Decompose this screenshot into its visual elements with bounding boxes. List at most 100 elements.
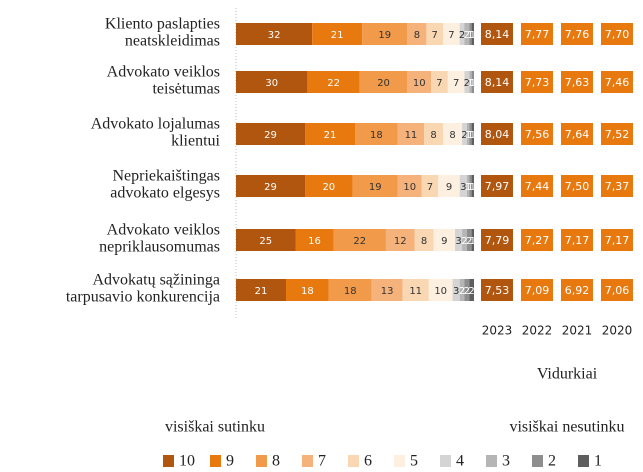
average-box — [601, 175, 633, 197]
bar-segment — [438, 175, 460, 197]
segment-label: 8 — [430, 130, 436, 141]
bar-segment — [359, 71, 408, 93]
average-box — [481, 175, 513, 197]
bar-segment — [466, 175, 470, 197]
segment-label: 16 — [308, 236, 321, 247]
average-label: 7,17 — [605, 234, 630, 247]
bar-segment — [462, 123, 467, 145]
bar-segment — [385, 229, 415, 251]
average-label: 7,06 — [605, 284, 630, 297]
bar-segment — [407, 71, 432, 93]
average-label: 7,63 — [565, 76, 590, 89]
bar-segment — [305, 175, 353, 197]
segment-label: 10 — [403, 182, 416, 193]
segment-label: 2 — [461, 130, 467, 141]
segment-label: 20 — [322, 182, 335, 193]
legend-swatch — [486, 455, 497, 467]
bar-segment — [464, 23, 470, 45]
average-label: 7,50 — [565, 180, 590, 193]
average-label: 7,46 — [605, 76, 630, 89]
average-label: 7,73 — [525, 76, 550, 89]
average-label: 7,53 — [485, 284, 510, 297]
bar-segment — [466, 229, 472, 251]
category-label: advokato elgesys — [110, 185, 220, 202]
category-label: neatskleidimas — [125, 33, 220, 50]
bar-segment — [459, 175, 467, 197]
legend-label: 6 — [364, 453, 372, 470]
average-box — [601, 71, 633, 93]
bar-segment — [471, 123, 474, 145]
category-label: Advokato veiklos — [107, 222, 220, 239]
average-label: 8,14 — [485, 76, 510, 89]
average-label: 8,14 — [485, 28, 510, 41]
category-label: Kliento paslapties — [105, 16, 220, 33]
bar-segment — [459, 279, 465, 301]
bar-segment — [352, 175, 398, 197]
segment-label: 13 — [381, 286, 394, 297]
bar-segment — [371, 279, 403, 301]
average-label: 7,44 — [525, 180, 550, 193]
segment-label: 12 — [394, 236, 407, 247]
year-label: 2023 — [482, 324, 513, 338]
legend-left: visiškai sutinku — [165, 419, 265, 436]
average-box — [481, 23, 513, 45]
segment-label: 7 — [448, 30, 454, 41]
bar-segment — [402, 279, 429, 301]
segment-label: 9 — [446, 182, 452, 193]
segment-label: 2 — [464, 30, 470, 41]
segment-label: 1 — [470, 182, 476, 193]
bar-segment — [362, 23, 408, 45]
bar-segment — [471, 175, 474, 197]
bar-segment — [464, 71, 470, 93]
segment-label: 3 — [455, 236, 461, 247]
bar-segment — [305, 123, 355, 145]
bar-segment — [236, 229, 296, 251]
year-label: 2022 — [522, 324, 553, 338]
segment-label: 18 — [301, 286, 314, 297]
segment-label: 7 — [427, 182, 433, 193]
average-box — [521, 71, 553, 93]
legend-right: visiškai nesutinku — [509, 419, 624, 436]
segment-label: 7 — [436, 78, 442, 89]
segment-label: 2 — [461, 236, 467, 247]
bar-segment — [443, 23, 460, 45]
category-label: tarpusavio konkurencija — [66, 289, 220, 306]
segment-label: 21 — [324, 130, 337, 141]
average-label: 7,77 — [525, 28, 550, 41]
legend-swatch — [256, 455, 267, 467]
average-label: 7,64 — [565, 128, 590, 141]
bar-segment — [428, 279, 453, 301]
bar-segment — [285, 279, 329, 301]
legend-label: 8 — [272, 453, 280, 470]
averages-title: Vidurkiai — [537, 366, 598, 383]
average-box — [561, 123, 593, 145]
segment-label: 2 — [464, 286, 470, 297]
year-label: 2021 — [562, 324, 593, 338]
bar-segment — [471, 229, 474, 251]
bar-segment — [236, 71, 308, 93]
segment-label: 18 — [344, 286, 357, 297]
bar-segment — [312, 23, 363, 45]
segment-label: 11 — [405, 130, 418, 141]
average-box — [601, 123, 633, 145]
segment-label: 9 — [441, 236, 447, 247]
segment-label: 10 — [434, 286, 447, 297]
bar-segment — [471, 23, 474, 45]
average-label: 7,70 — [605, 28, 630, 41]
average-label: 7,09 — [525, 284, 550, 297]
segment-label: 1 — [467, 182, 473, 193]
segment-label: 29 — [264, 182, 277, 193]
segment-label: 18 — [370, 130, 383, 141]
bar-segment — [433, 229, 455, 251]
bar-segment — [236, 175, 306, 197]
segment-label: 22 — [327, 78, 340, 89]
segment-label: 2 — [464, 78, 470, 89]
category-label: klientui — [171, 133, 220, 150]
bar-segment — [307, 71, 360, 93]
average-box — [561, 229, 593, 251]
bar-segment — [424, 123, 444, 145]
legend-swatch — [348, 455, 359, 467]
segment-label: 10 — [413, 78, 426, 89]
segment-label: 2 — [459, 30, 465, 41]
category-label: teisėtumas — [152, 81, 220, 98]
